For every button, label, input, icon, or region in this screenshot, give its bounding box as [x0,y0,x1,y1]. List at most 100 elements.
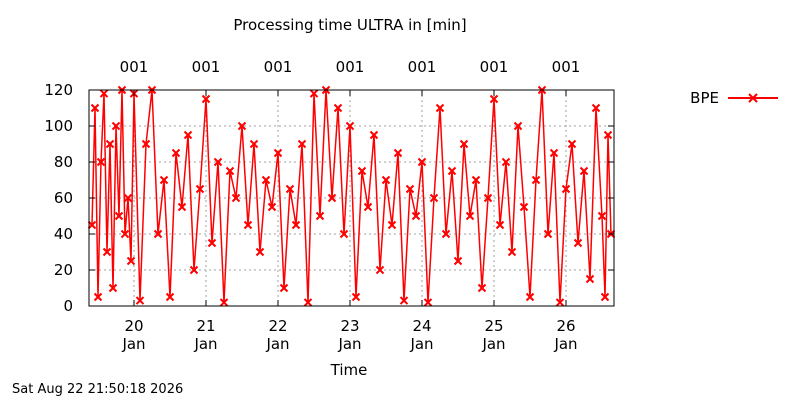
data-point [387,220,397,230]
top-axis-label: 001 [264,58,293,76]
y-tick-label: 40 [54,225,73,243]
series-line-bpe [91,89,612,303]
data-point [285,184,295,194]
x-tick-label-month: Jan [481,335,505,353]
data-point [273,148,283,158]
data-point [303,298,313,307]
y-tick-label: 0 [63,297,73,315]
data-point [393,148,403,158]
data-point [231,193,241,203]
data-point [96,157,106,167]
x-tick-label-day: 22 [268,317,287,335]
data-point [123,193,133,203]
data-point [531,175,541,185]
data-point [513,121,523,131]
data-point [519,202,529,212]
data-point [555,298,565,307]
data-point [159,175,169,185]
footer-timestamp: Sat Aug 22 21:50:18 2026 [12,382,184,397]
data-point [249,139,259,149]
data-point [357,166,367,176]
data-point [573,238,583,248]
data-point [102,247,112,257]
data-point [477,283,487,293]
data-point [90,103,100,113]
x-tick-label-day: 25 [484,317,503,335]
data-point [189,265,199,275]
data-point [141,139,151,149]
data-point [507,247,517,257]
data-point [93,292,103,302]
data-point [105,139,115,149]
data-point [315,211,325,221]
data-point [549,148,559,158]
data-point [405,184,415,194]
data-point [483,193,493,203]
data-point [543,229,553,239]
data-point [489,94,499,104]
chart-title: Processing time ULTRA in [min] [233,16,466,34]
y-tick-label: 60 [54,189,73,207]
x-tick-label-month: Jan [265,335,289,353]
data-point [471,175,481,185]
data-point [465,211,475,221]
data-point [525,292,535,302]
data-point [111,121,121,131]
data-point [429,193,439,203]
x-tick-label-day: 20 [124,317,143,335]
data-point [501,157,511,167]
data-point [423,298,433,307]
data-point [351,292,361,302]
data-point [495,220,505,230]
data-point [108,283,118,293]
data-point [243,220,253,230]
top-axis-label: 001 [552,58,581,76]
data-point [369,130,379,140]
x-tick-label-month: Jan [121,335,145,353]
data-point [345,121,355,131]
legend-label: BPE [690,89,719,107]
x-tick-label-month: Jan [337,335,361,353]
data-point [225,166,235,176]
data-point [375,265,385,275]
data-point [183,130,193,140]
data-point [561,184,571,194]
data-point [441,229,451,239]
data-point [207,238,217,248]
top-axis-label: 001 [336,58,365,76]
data-point [600,292,610,302]
top-axis-label: 001 [120,58,149,76]
data-point [120,229,130,239]
data-point [291,220,301,230]
y-tick-label: 20 [54,261,73,279]
data-point [237,121,247,131]
data-point [417,157,427,167]
data-point [459,139,469,149]
data-point [363,202,373,212]
data-point [399,296,409,305]
x-tick-label-day: 24 [412,317,431,335]
legend: BPE [690,89,778,107]
data-point [171,148,181,158]
data-point [447,166,457,176]
x-tick-label-day: 21 [196,317,215,335]
data-point [411,211,421,221]
data-point [333,103,343,113]
data-point [114,211,124,221]
data-point [435,103,445,113]
top-axis-label: 001 [480,58,509,76]
data-point [153,229,163,239]
data-point [567,139,577,149]
data-point [309,89,319,98]
data-point [339,229,349,239]
legend-marker [748,93,758,103]
data-point [135,296,145,305]
data-point [201,94,211,104]
data-point [219,298,229,307]
data-point [126,256,136,266]
data-point [597,211,607,221]
top-axis-label: 001 [192,58,221,76]
x-tick-label-month: Jan [193,335,217,353]
data-point [453,256,463,266]
